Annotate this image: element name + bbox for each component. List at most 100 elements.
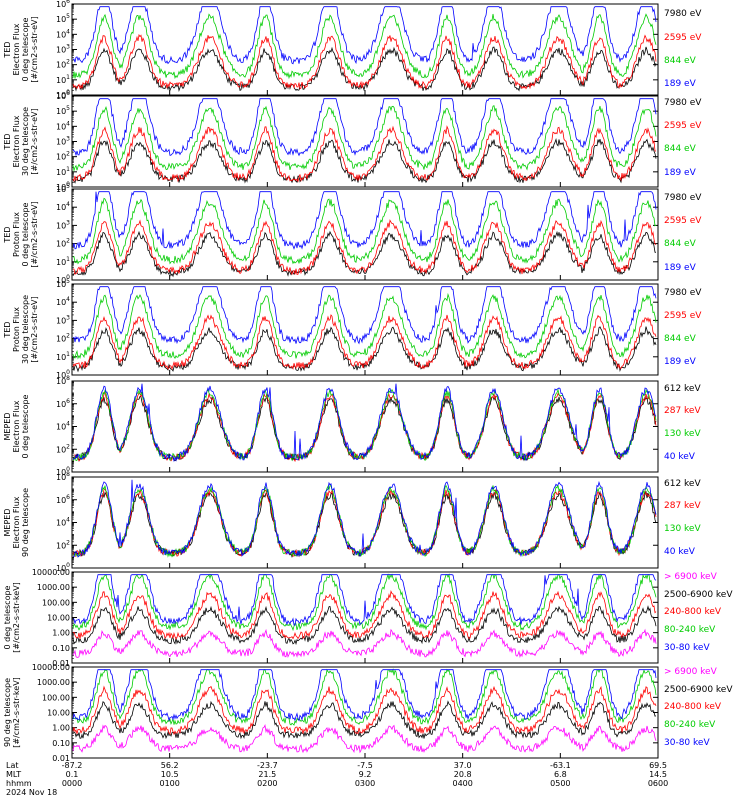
series-trace	[72, 13, 657, 80]
y-tick-label: 100	[56, 466, 70, 477]
y-tick-label: 102	[56, 333, 70, 344]
y-axis-label: [#/cm2-s-str-eV]	[30, 108, 39, 174]
legend-entry: 40 keV	[664, 547, 696, 557]
x-tick-label: 69.5	[649, 761, 667, 770]
legend-entry: 844 eV	[664, 334, 697, 344]
legend-entry: 844 eV	[664, 56, 697, 66]
legend-entry: 2595 eV	[664, 216, 702, 226]
y-tick-label: 100.00	[42, 598, 70, 607]
y-axis-label: [#/cm2-s-str-eV]	[30, 16, 39, 82]
x-axis: LatMLThhmm-87.20.1000056.210.50100-23.72…	[6, 90, 668, 797]
x-tick-label: -63.1	[550, 761, 571, 770]
panel-4: 100 101 102 103 104 105 TED Proton Flux 30 deg t…	[3, 278, 702, 380]
series-trace	[72, 395, 657, 462]
legend-entry: 7980 eV	[664, 288, 702, 298]
x-tick-label: 20.8	[454, 770, 472, 779]
panel-1: 100 101 102 103 104 105 106 TED Electron Flux 0 d…	[3, 0, 702, 100]
x-tick-label: 0300	[355, 779, 375, 788]
y-tick-label: 10.00	[47, 709, 70, 718]
y-tick-label: 101	[56, 351, 70, 362]
series-trace	[72, 292, 657, 360]
y-tick-label: 100.00	[42, 693, 70, 702]
panel-7: 0.01 0.10 1.00 10.00 100.00 1000.00 10000.00 0 …	[3, 568, 733, 668]
series-trace	[72, 326, 657, 373]
legend-entry: 189 eV	[664, 168, 697, 178]
panel-frame	[71, 3, 659, 96]
y-tick-label: 104	[56, 421, 70, 432]
x-tick-label: 0600	[648, 779, 668, 788]
x-row-label: Lat	[6, 761, 19, 770]
x-row-label: MLT	[6, 770, 21, 779]
legend-entry: 80-240 keV	[664, 720, 716, 730]
legend-entry: 189 eV	[664, 357, 697, 367]
legend-entry: > 6900 keV	[664, 667, 718, 677]
series-trace	[72, 628, 657, 659]
series-trace	[72, 230, 657, 278]
legend-entry: 40 keV	[664, 452, 696, 462]
y-axis-label: [#/cm2-s-str-keV]	[12, 677, 21, 748]
legend-entry: 240-800 keV	[664, 607, 722, 617]
y-tick-label: 1000.00	[37, 678, 70, 687]
y-tick-label: 105	[56, 105, 70, 116]
series-trace	[72, 590, 657, 640]
panel-3: 100 101 102 103 104 105 TED Proton Flux 0 deg te…	[3, 183, 702, 285]
y-tick-label: 100	[56, 89, 70, 100]
panel-8: 0.01 0.10 1.00 10.00 100.00 1000.00 10000.00 90…	[3, 663, 733, 763]
x-row-label: hhmm	[6, 779, 32, 788]
x-tick-label: -7.5	[357, 761, 373, 770]
y-tick-label: 104	[56, 28, 70, 39]
legend-entry: 189 eV	[664, 79, 697, 89]
y-tick-label: 106	[56, 494, 70, 505]
legend-entry: 2595 eV	[664, 121, 702, 131]
y-axis-label: TED	[3, 226, 12, 243]
x-tick-label: 56.2	[161, 761, 179, 770]
y-axis-label: Electron Flux	[12, 115, 21, 167]
series-trace	[72, 33, 657, 90]
y-axis-label: 0 deg telescope	[21, 17, 30, 81]
y-axis-label: 0 deg telescope	[21, 202, 30, 266]
y-tick-label: 103	[56, 44, 70, 55]
legend-entry: 7980 eV	[664, 193, 702, 203]
y-tick-label: 102	[56, 151, 70, 162]
x-tick-label: 0.1	[66, 770, 79, 779]
y-axis-label: TED	[3, 321, 12, 338]
y-tick-label: 105	[56, 278, 70, 289]
y-tick-label: 103	[56, 136, 70, 147]
y-tick-label: 106	[56, 90, 70, 101]
series-trace	[72, 197, 657, 265]
y-tick-label: 106	[56, 398, 70, 409]
x-tick-label: -87.2	[62, 761, 83, 770]
series-trace	[72, 574, 657, 626]
y-axis-label: 30 deg telescope	[21, 107, 30, 176]
series-trace	[72, 723, 657, 754]
panel-5: 100 102 104 106 108 MEPED Electron Flux 0 deg t…	[3, 375, 701, 477]
y-tick-label: 0.01	[52, 659, 70, 668]
series-trace	[72, 286, 657, 345]
y-axis-label: MEPED	[3, 413, 12, 441]
x-tick-label: 14.5	[649, 770, 667, 779]
y-tick-label: 105	[56, 13, 70, 24]
y-tick-label: 1000.00	[37, 583, 70, 592]
y-tick-label: 104	[56, 517, 70, 528]
panel-2: 100 101 102 103 104 105 106 TED Electron Flux 30 …	[3, 90, 702, 192]
y-tick-label: 0.10	[52, 739, 70, 748]
y-axis-label: 90 deg telescope	[3, 678, 12, 747]
x-tick-label: 6.8	[554, 770, 567, 779]
series-trace	[72, 388, 657, 462]
legend-entry: 30-80 keV	[664, 738, 710, 748]
legend-entry: 287 keV	[664, 501, 701, 511]
legend-entry: 240-800 keV	[664, 702, 722, 712]
y-axis-label: Electron Flux	[12, 496, 21, 548]
y-tick-label: 101	[56, 256, 70, 267]
y-tick-label: 104	[56, 296, 70, 307]
y-tick-label: 103	[56, 314, 70, 325]
series-trace	[72, 105, 657, 172]
legend-entry: 189 eV	[664, 263, 697, 273]
y-tick-label: 103	[56, 219, 70, 230]
series-trace	[72, 98, 657, 157]
panel-6: 100 102 104 106 108 MEPED Electron Flux 90 deg …	[3, 471, 701, 573]
series-trace	[72, 219, 657, 276]
y-axis-label: 90 deg telescope	[21, 488, 30, 557]
y-tick-label: 100	[56, 181, 70, 192]
y-axis-label: Proton Flux	[12, 307, 21, 352]
